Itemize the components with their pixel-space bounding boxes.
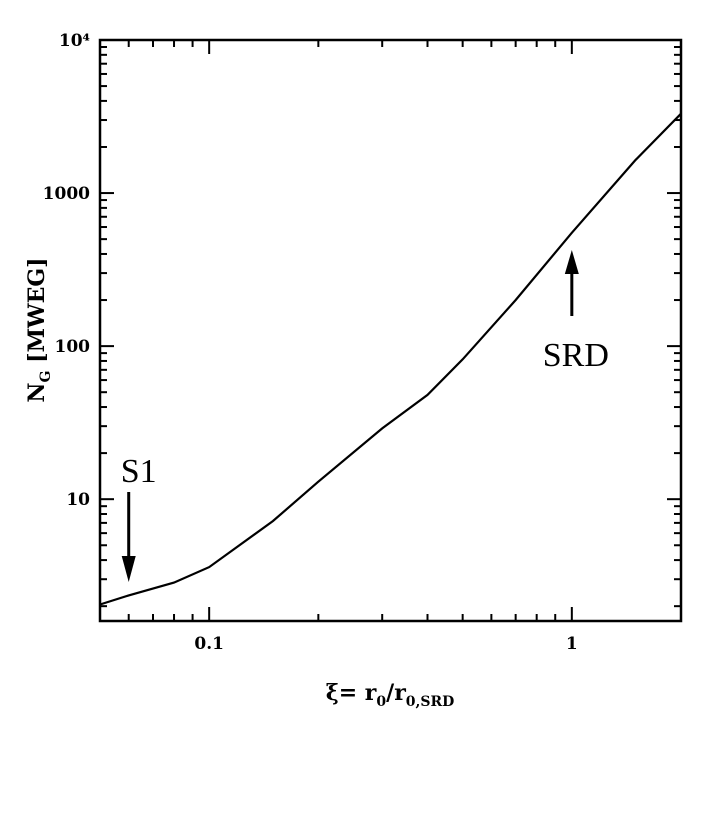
y-tick-label: 10 [66, 490, 90, 510]
x-axis-label: ξ= r0/r0,SRD [326, 680, 455, 710]
annotation-label: S1 [121, 453, 157, 490]
annotation-arrowhead [564, 250, 579, 274]
plot-frame [98, 38, 683, 623]
x-tick-label: 1 [566, 634, 578, 654]
y-axis-label: NG [MWEG] [24, 257, 54, 402]
series-line [99, 112, 682, 606]
y-tick-label: 10⁴ [59, 31, 90, 51]
y-tick-label: 100 [55, 337, 91, 357]
x-tick-label: 0.1 [194, 634, 224, 654]
annotation-label: SRD [543, 337, 609, 374]
y-tick-label: 1000 [43, 184, 90, 204]
annotation-arrowhead [121, 556, 136, 582]
